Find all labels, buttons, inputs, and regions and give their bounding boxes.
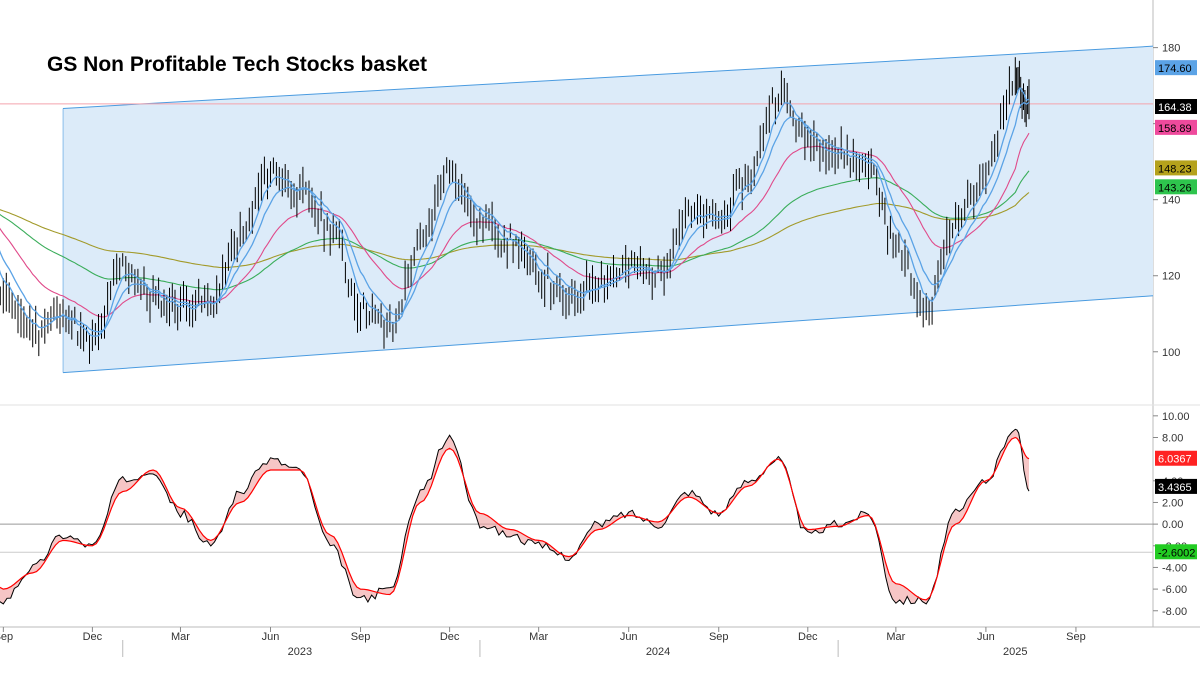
channel-upper-line [63, 45, 1153, 109]
x-tick-label: Mar [529, 631, 548, 643]
x-tick-label: Dec [83, 631, 103, 643]
channel-lower-line [63, 295, 1153, 374]
price-tag-box [1155, 179, 1197, 195]
channel-fill [63, 46, 1153, 373]
osc-tick-label: -4.00 [1162, 562, 1187, 574]
oscillator-tags: 6.0367 3.4365 -2.6002 [1155, 450, 1197, 560]
osc-tick-label: -6.00 [1162, 584, 1187, 596]
x-tick-label: Sep [709, 631, 729, 643]
osc-tag-label: 3.4365 [1158, 482, 1192, 494]
price-tag-label: 174.60 [1158, 63, 1192, 75]
price-tag-box [1155, 60, 1197, 76]
x-tick-label: Jun [977, 631, 995, 643]
y-tick-label: 120 [1162, 271, 1180, 283]
osc-tag-box [1155, 544, 1197, 560]
price-tag-label: 148.23 [1158, 163, 1192, 175]
ma-short-line-2 [0, 102, 1030, 333]
x-tick-label: Dec [440, 631, 460, 643]
x-year-label: 2023 [288, 646, 312, 658]
price-y-axis: 100120140160180 [1153, 43, 1180, 359]
ma-short-line-1 [0, 87, 1030, 337]
x-year-label: 2024 [646, 646, 670, 658]
price-tag-box [1155, 99, 1197, 115]
osc-tag-label: -2.6002 [1158, 547, 1195, 559]
x-tick-label: Mar [171, 631, 190, 643]
price-tag-label: 143.26 [1158, 182, 1192, 194]
oscillator-fill [0, 429, 1029, 605]
price-tag-box [1155, 119, 1197, 135]
oscillator-line-black [0, 428, 1030, 606]
osc-tick-label: -8.00 [1162, 606, 1187, 618]
oscillator-line-red [0, 436, 1030, 601]
x-tick-label: Dec [798, 631, 818, 643]
regression-channel [62, 45, 1153, 374]
osc-tag-box [1155, 478, 1197, 494]
oscillator-reference-lines [0, 523, 1153, 553]
x-tick-label: Mar [886, 631, 905, 643]
oscillator-y-axis: 10.008.004.002.000.00-2.00-4.00-6.00-8.0… [1153, 411, 1190, 618]
osc-tag-box [1155, 450, 1197, 466]
ma-long-line [0, 192, 1030, 269]
x-tick-label: Jun [262, 631, 280, 643]
chart-title: GS Non Profitable Tech Stocks basket [47, 53, 427, 76]
x-tick-label: Jun [620, 631, 638, 643]
osc-tick-label: 2.00 [1162, 497, 1183, 509]
y-tick-label: 140 [1162, 195, 1180, 207]
price-tag-label: 158.89 [1158, 123, 1192, 135]
price-tag-box [1155, 160, 1197, 176]
x-axis: Sep Dec Mar Jun Sep Dec Mar Jun Sep Dec Mar Jun Sep 2… [0, 627, 1086, 658]
oscillator-series-group [0, 428, 1030, 606]
y-tick-label: 180 [1162, 43, 1180, 55]
y-tick-label: 100 [1162, 347, 1180, 359]
price-series-group [0, 57, 1030, 364]
x-year-label: 2025 [1003, 646, 1027, 658]
osc-tick-label: 0.00 [1162, 519, 1183, 531]
price-tags: 174.60 164.38 158.89 148.23 143.26 [1155, 60, 1197, 195]
osc-tag-label: 6.0367 [1158, 454, 1192, 466]
osc-tick-label: 8.00 [1162, 432, 1183, 444]
x-tick-label: Sep [0, 631, 13, 643]
x-tick-label: Sep [351, 631, 371, 643]
price-tag-label: 164.38 [1158, 102, 1192, 114]
osc-tick-label: 10.00 [1162, 411, 1190, 423]
x-tick-label: Sep [1066, 631, 1086, 643]
